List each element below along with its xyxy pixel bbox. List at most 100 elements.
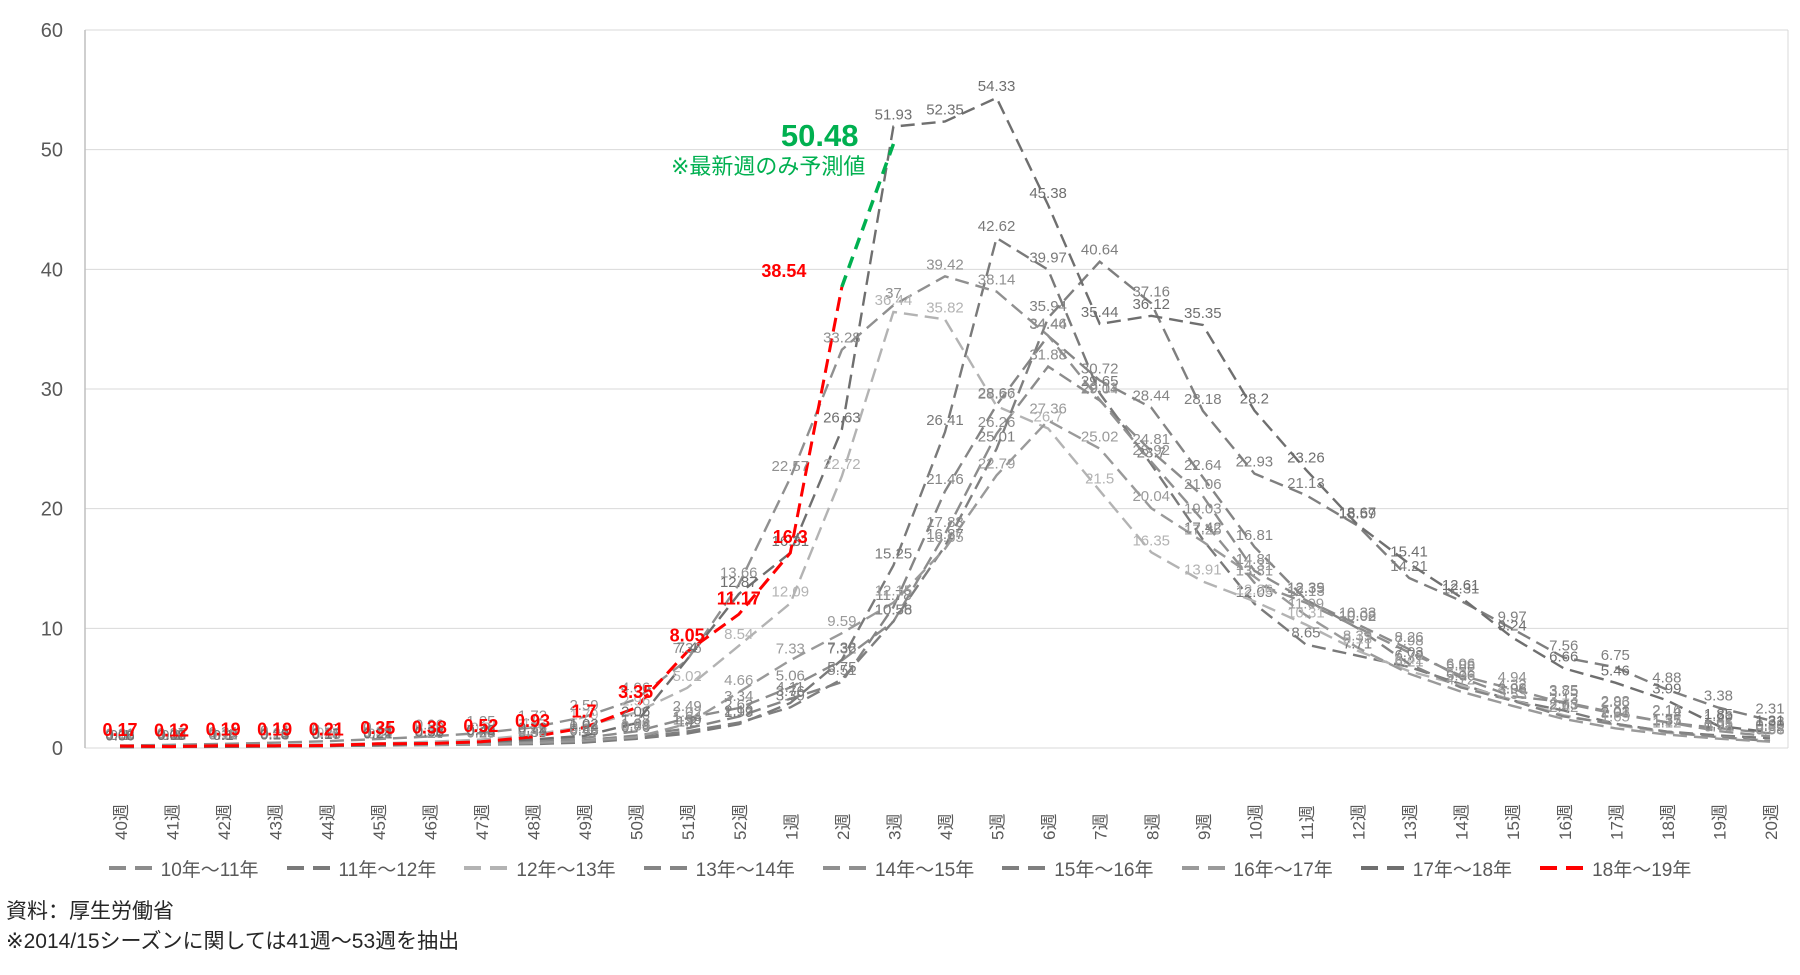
data-label: 5.35 (1446, 664, 1475, 681)
data-label: 0.17 (102, 720, 137, 740)
data-label: 25.01 (978, 429, 1016, 446)
data-label: 3.13 (1549, 691, 1578, 708)
data-label: 12.15 (875, 583, 913, 600)
data-label: 11.17 (717, 588, 761, 608)
data-label: 3.75 (1549, 683, 1578, 700)
data-label: 0.18 (312, 726, 341, 743)
data-label: 0.58 (1755, 721, 1784, 738)
data-label: 1.65 (1601, 708, 1630, 725)
data-label: 0.93 (515, 711, 550, 731)
data-label: 0.43 (518, 723, 547, 740)
data-label: 0.52 (463, 716, 498, 736)
data-label: 40.64 (1081, 242, 1119, 259)
data-label: 0.44 (260, 723, 289, 740)
data-label: 6.06 (1446, 655, 1475, 672)
data-label: 13.91 (1184, 562, 1222, 579)
legend-label: 17年〜18年 (1412, 859, 1513, 881)
data-label: 0.1 (110, 727, 131, 744)
data-label: 16.65 (926, 529, 964, 546)
legend-dash-marker (822, 866, 871, 870)
data-label: 23.92 (1132, 442, 1170, 459)
data-label: 3.96 (1498, 681, 1527, 698)
data-label: 45.38 (1029, 185, 1067, 202)
data-label: 1.38 (621, 711, 650, 728)
data-label: 0.16 (312, 726, 341, 743)
data-label: 19.03 (1184, 500, 1222, 517)
data-label: 3.35 (618, 682, 653, 702)
data-label: 18.59 (1339, 506, 1377, 523)
data-label: 0.72 (518, 719, 547, 736)
data-label: 4.06 (621, 679, 650, 696)
x-axis-tick-label: 1週 (782, 814, 801, 840)
flu-weekly-line-chart: 0 10 20 30 40 50 60 40週 41週 42週 43週 44週 45週 46週 47週 48週… (41, 20, 1789, 840)
data-label: 0.34 (209, 724, 238, 741)
data-label: 37 (885, 285, 902, 302)
data-label: 5.75 (827, 659, 856, 676)
data-label: 20.04 (1132, 488, 1170, 505)
legend-label: 16年〜17年 (1233, 859, 1333, 881)
data-label: 8.39 (1343, 628, 1372, 645)
x-axis-tick-label: 3週 (885, 814, 904, 840)
data-label: 5.88 (1446, 658, 1475, 675)
series-line-8 (119, 286, 844, 749)
data-label: 0.34 (466, 724, 495, 741)
data-label: 0.82 (1755, 718, 1784, 735)
data-label: 0.98 (1755, 716, 1784, 733)
x-axis-tick-label: 5週 (989, 814, 1008, 840)
data-label: 1.66 (1704, 708, 1733, 725)
x-axis-tick-label: 18週 (1659, 804, 1678, 840)
data-label: 0.11 (158, 727, 186, 744)
data-label: 22.57 (772, 458, 810, 475)
x-axis-tick-label: 51週 (679, 804, 698, 840)
data-label: 8.26 (1394, 629, 1423, 646)
data-label: 35.82 (926, 299, 964, 316)
legend-dash-marker (1002, 866, 1051, 870)
data-label: 3.34 (724, 688, 753, 705)
legend-item-4: 14年〜15年 (814, 855, 983, 882)
data-label: 16.87 (926, 526, 964, 543)
x-axis-tick-label: 42週 (215, 804, 234, 840)
x-axis-tick-label: 44週 (318, 804, 337, 840)
data-label: 0.13 (260, 726, 289, 743)
x-axis-tick-label: 47週 (473, 804, 492, 840)
data-label: 0.14 (260, 726, 289, 743)
data-label: 2.96 (621, 693, 650, 710)
legend-label: 14年〜15年 (874, 859, 975, 881)
data-label: 17.42 (1184, 520, 1222, 537)
data-label: 0.21 (260, 725, 289, 742)
data-label: 0.27 (415, 725, 444, 742)
data-label: 2.42 (1549, 699, 1578, 716)
data-label: 1.02 (569, 716, 598, 733)
data-label: 0.89 (621, 717, 650, 734)
data-label: 1.72 (518, 707, 547, 724)
data-label: 22.79 (978, 455, 1016, 472)
legend-item-8: 18年〜19年 (1531, 855, 1700, 882)
data-label: 52.35 (926, 102, 964, 119)
data-label: 0.19 (257, 720, 292, 740)
extraction-note: ※2014/15シーズンに関しては41週〜53週を抽出 (6, 930, 460, 954)
chart-legend: 10年〜11年 11年〜12年 12年〜13年 13年〜14年 14年〜15年 15年〜1… (0, 847, 1800, 889)
data-label: 0.15 (260, 726, 289, 743)
data-label: 35.35 (1184, 305, 1222, 322)
legend-dash-marker (1181, 866, 1230, 870)
data-label: 10.58 (875, 601, 913, 618)
data-label: 0.59 (569, 721, 598, 738)
data-label: 10.08 (1339, 607, 1377, 624)
data-label: 29.04 (1081, 380, 1119, 397)
data-label: 2.49 (673, 698, 702, 715)
data-label: 2.31 (1755, 700, 1784, 717)
data-label: 5.06 (1446, 667, 1475, 684)
data-label: 17.25 (1184, 522, 1222, 539)
data-label: 29.65 (1081, 373, 1119, 390)
data-label: 0.78 (1704, 719, 1733, 736)
legend-item-7: 17年〜18年 (1352, 855, 1521, 882)
data-label: 18.67 (1339, 505, 1377, 522)
y-axis-tick-label: 50 (41, 140, 63, 162)
data-label: 0.46 (466, 722, 495, 739)
x-axis-tick-label: 11週 (1298, 805, 1317, 840)
data-label: 35.94 (1029, 298, 1067, 315)
data-label: 21.06 (1184, 476, 1222, 493)
x-axis-tick-label: 12週 (1350, 804, 1369, 840)
data-label: 24.81 (1132, 431, 1170, 448)
data-label: 0.84 (569, 718, 598, 735)
